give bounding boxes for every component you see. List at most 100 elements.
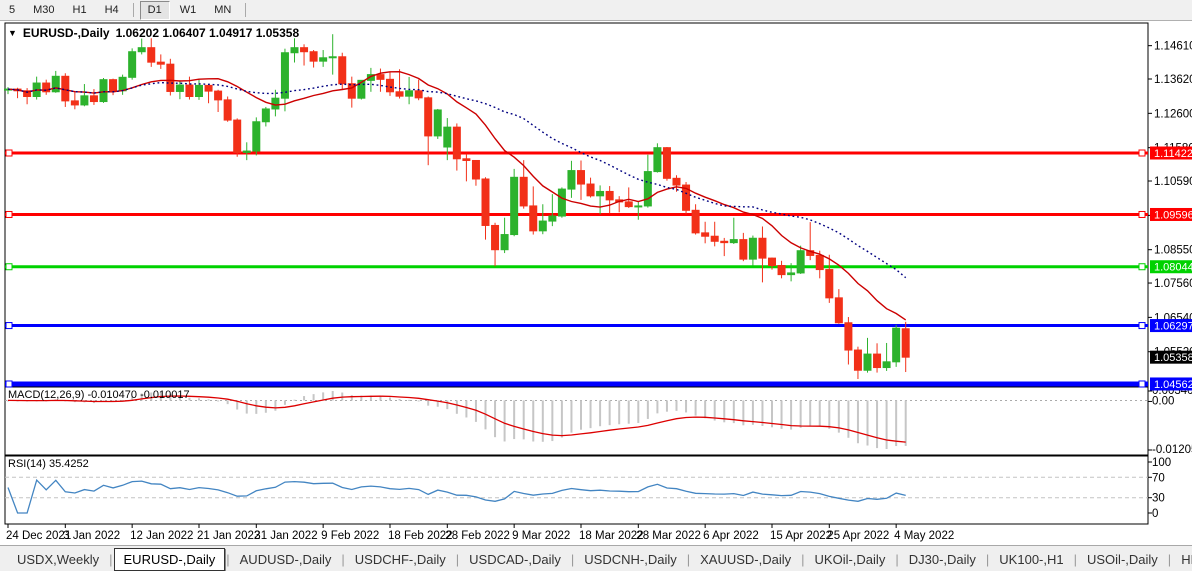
time-axis-label: 4 May 2022: [894, 530, 954, 542]
hline-handle-right[interactable]: [1138, 322, 1146, 330]
candle: [271, 97, 280, 110]
candle: [462, 158, 471, 161]
macd-histogram-bar: [751, 400, 754, 425]
candle: [834, 297, 843, 324]
macd-histogram-bar: [685, 400, 688, 413]
main-pane-frame[interactable]: [4, 22, 1149, 387]
chart-tab-ukoil-daily[interactable]: UKOil-,Daily: [814, 551, 886, 567]
macd-histogram-bar: [713, 400, 716, 421]
moving-average-26: [7, 81, 907, 279]
macd-histogram-bar: [828, 400, 831, 429]
tab-separator: |: [985, 551, 990, 567]
chart-tab-usdcad-daily[interactable]: USDCAD-,Daily: [469, 551, 561, 567]
candle: [204, 84, 213, 92]
tab-separator: |: [341, 551, 345, 567]
chart-tab-usoil-daily[interactable]: USOil-,Daily: [1087, 551, 1158, 567]
macd-histogram-bar: [274, 400, 277, 411]
hline-handle-left[interactable]: [5, 149, 13, 157]
chart-tab-xauusd-daily[interactable]: XAUUSD-,Daily: [700, 551, 792, 567]
level-1.09596-badge-label: 1.09596: [1154, 209, 1192, 221]
candle: [300, 47, 309, 53]
level-1.08044-badge-label: 1.08044: [1154, 262, 1192, 274]
chart-tab-uk100-h1[interactable]: UK100-,H1: [999, 551, 1064, 567]
timeframe-button-m30[interactable]: M30: [33, 3, 55, 16]
chart-window[interactable]: 1.146101.136201.126001.115801.105901.095…: [0, 21, 1192, 545]
hline-handle-left[interactable]: [5, 322, 13, 330]
rsi-line: [7, 478, 906, 514]
macd-histogram-bar: [646, 400, 649, 419]
macd-histogram-bar: [207, 399, 210, 401]
macd-signal-line: [7, 395, 906, 443]
macd-histogram-bar: [608, 400, 611, 426]
level-1.06297-badge-label: 1.06297: [1154, 321, 1192, 333]
timeframe-button-5[interactable]: 5: [9, 3, 16, 16]
macd-histogram-bar: [637, 400, 640, 423]
chart-tab-hk50[interactable]: HK50-,: [1181, 551, 1192, 567]
candle: [672, 177, 681, 186]
symbol-dropdown-icon[interactable]: ▼: [8, 28, 17, 38]
macd-histogram-bar: [303, 396, 306, 401]
candle: [691, 209, 700, 234]
tab-separator: |: [895, 551, 899, 567]
candle: [89, 95, 98, 103]
macd-histogram-bar: [188, 397, 191, 401]
candle: [471, 159, 480, 180]
macd-histogram-bar: [837, 400, 840, 433]
macd-histogram-bar: [350, 395, 353, 401]
candle: [605, 190, 614, 201]
hline-handle-right[interactable]: [1138, 210, 1146, 218]
candle: [815, 254, 824, 271]
macd-histogram-bar: [885, 400, 888, 449]
chart-tab-usdx-weekly[interactable]: USDX,Weekly: [17, 551, 100, 567]
macd-histogram-bar: [236, 400, 239, 410]
hline-handle-left[interactable]: [5, 380, 13, 388]
macd-histogram-bar: [627, 400, 630, 424]
price-chart-canvas[interactable]: 1.146101.136201.126001.115801.105901.095…: [0, 21, 1192, 545]
macd-histogram-bar: [818, 400, 821, 427]
tab-separator: |: [226, 551, 230, 567]
macd-histogram-bar: [283, 400, 286, 405]
time-axis-label: 15 Apr 2022: [770, 530, 832, 542]
tab-separator: |: [1167, 551, 1172, 567]
rsi-pane-frame[interactable]: [4, 455, 1149, 525]
macd-histogram-bar: [178, 395, 181, 401]
candle: [548, 215, 557, 222]
hline-handle-left[interactable]: [5, 210, 13, 218]
timeframe-button-mn[interactable]: MN: [214, 3, 232, 16]
chart-tab-audusd-daily[interactable]: AUDUSD-,Daily: [239, 551, 332, 567]
macd-histogram-bar: [732, 400, 735, 424]
hline-handle-right[interactable]: [1138, 149, 1146, 157]
timeframe-button-h4[interactable]: H4: [104, 3, 119, 16]
macd-histogram-bar: [169, 394, 172, 401]
chart-tab-dj30-daily[interactable]: DJ30-,Daily: [908, 551, 976, 567]
timeframe-button-h1[interactable]: H1: [72, 3, 87, 16]
chart-tab-usdcnh-daily[interactable]: USDCNH-,Daily: [584, 551, 677, 567]
macd-histogram-bar: [369, 395, 372, 401]
time-axis-label: 18 Mar 2022: [579, 530, 644, 542]
candle: [290, 47, 299, 54]
macd-histogram-bar: [599, 400, 602, 427]
macd-histogram-bar: [417, 400, 420, 402]
candle: [118, 76, 127, 92]
candle: [624, 201, 633, 208]
time-axis-label: 28 Mar 2022: [636, 530, 701, 542]
chart-symbol-label: EURUSD-,Daily: [22, 26, 110, 40]
macd-histogram-bar: [360, 395, 363, 401]
chart-tab-eurusd-daily[interactable]: EURUSD-,Daily: [113, 547, 226, 571]
candle: [23, 90, 32, 98]
candle: [109, 79, 118, 92]
chart-tab-usdchf-daily[interactable]: USDCHF-,Daily: [354, 551, 446, 567]
macd-histogram-bar: [799, 400, 802, 428]
price-axis-tick-label: 1.07560: [1154, 278, 1192, 290]
macd-histogram-bar: [522, 400, 525, 440]
timeframe-button-d1[interactable]: D1: [139, 0, 170, 20]
candle: [596, 190, 605, 197]
candle: [166, 63, 175, 92]
macd-pane-frame[interactable]: [4, 386, 1149, 456]
hline-handle-right[interactable]: [1138, 263, 1146, 271]
hline-handle-right[interactable]: [1138, 380, 1146, 388]
current-price-badge-label: 1.05358: [1154, 352, 1192, 364]
hline-handle-left[interactable]: [5, 263, 13, 271]
timeframe-button-w1[interactable]: W1: [179, 3, 197, 16]
candle: [395, 91, 404, 97]
